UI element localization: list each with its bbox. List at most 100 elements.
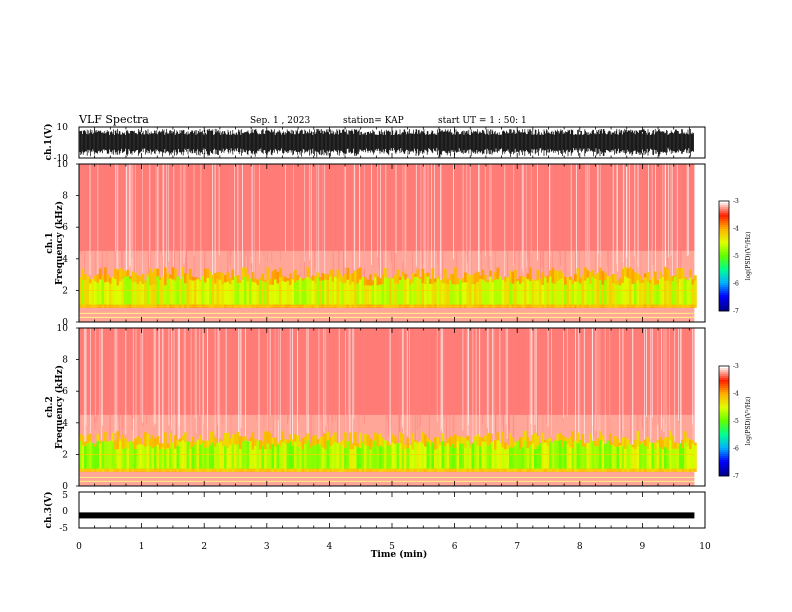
- spectrogram-cell: [434, 449, 437, 469]
- ch3-ytick-bottom: -5: [59, 524, 68, 534]
- ch3-ylabel: ch.3(V): [43, 492, 54, 529]
- spectrogram-streak: [178, 164, 180, 274]
- spectrogram-cell: [319, 280, 322, 305]
- spectrogram-cell: [304, 279, 307, 305]
- spectrogram-cell: [324, 279, 327, 305]
- spectrogram-cell: [579, 283, 582, 305]
- spectrogram-cell: [611, 445, 615, 469]
- spectrogram-streak: [676, 164, 678, 281]
- spectrogram-cell: [619, 445, 622, 469]
- spectrogram-cell: [536, 280, 540, 305]
- spectrogram-streak: [465, 164, 467, 256]
- spectrogram-cell: [99, 443, 102, 469]
- spectrogram-cell: [641, 282, 645, 305]
- spectrogram-streak: [507, 328, 509, 453]
- spectrogram-cell: [86, 443, 90, 469]
- spectrogram-streak: [285, 164, 286, 252]
- spectrogram-streak: [327, 328, 328, 424]
- spectrogram-cell: [246, 441, 250, 469]
- colorbar-step: [719, 432, 729, 435]
- spectrogram-streak: [267, 164, 268, 263]
- ch2-colorbar-gradient: [719, 366, 729, 477]
- colorbar-step: [719, 207, 729, 210]
- spectrogram-cell: [301, 280, 305, 305]
- spectrogram-streak: [387, 328, 389, 427]
- spectrogram-streak: [330, 328, 332, 444]
- spectrogram-cell: [331, 281, 335, 305]
- spectrogram-cell: [681, 277, 685, 305]
- spectrogram-streak: [183, 328, 185, 448]
- spectrogram-streak: [292, 328, 293, 458]
- spectrogram-streak: [311, 164, 312, 287]
- spectrogram-cell: [136, 284, 140, 305]
- colorbar-step: [719, 309, 729, 312]
- spectrogram-cell: [386, 445, 390, 469]
- colorbar-step: [719, 470, 729, 473]
- freq-tick-label: 2: [62, 286, 68, 296]
- spectrogram-cell: [359, 448, 362, 469]
- spectrogram-streak: [96, 328, 97, 423]
- spectrogram-streak: [214, 328, 216, 435]
- spectrogram-streak: [125, 164, 127, 275]
- ch1-spec-ylabel-freq: Frequency (kHz): [54, 201, 65, 285]
- spectrogram-cell: [686, 446, 690, 469]
- spectrogram-streak: [186, 164, 187, 284]
- spectrogram-streak: [149, 164, 151, 293]
- colorbar-step: [719, 376, 729, 379]
- spectrogram-streak: [389, 328, 391, 463]
- spectrogram-cell: [91, 443, 95, 469]
- spectrogram-cell: [694, 445, 697, 469]
- spectrogram-cell: [419, 441, 422, 469]
- spectrogram-streak: [449, 328, 451, 459]
- spectrogram-cell: [681, 447, 685, 469]
- spectrogram-cell: [491, 282, 495, 305]
- colorbar-step: [719, 398, 729, 401]
- spectrogram-cell: [104, 441, 107, 469]
- spectrogram-streak: [621, 328, 623, 458]
- colorbar-step: [719, 285, 729, 288]
- spectrogram-streak: [499, 328, 501, 447]
- spectrogram-cell: [144, 446, 147, 469]
- spectrogram-streak: [314, 164, 316, 269]
- spectrogram-streak: [122, 164, 124, 285]
- spectrogram-cell: [674, 448, 677, 469]
- spectrogram-cell: [576, 443, 580, 469]
- freq-tick-label: 10: [57, 324, 69, 334]
- spectrogram-streak: [570, 164, 572, 296]
- spectrogram-cell: [659, 279, 662, 305]
- spectrogram-streak: [364, 328, 365, 425]
- spectrogram-cell: [404, 279, 407, 305]
- spectrogram-cell: [154, 284, 157, 305]
- spectrogram-cell: [121, 449, 125, 469]
- spectrogram-cell: [474, 283, 477, 305]
- spectrogram-streak: [386, 328, 388, 420]
- spectrogram-cell: [596, 446, 600, 469]
- colorbar-step: [719, 428, 729, 431]
- spectrogram-streak: [437, 164, 439, 264]
- spectrogram-streak: [138, 328, 140, 445]
- spectrogram-streak: [263, 164, 265, 256]
- spectrogram-streak: [158, 164, 160, 269]
- spectrogram-streak: [598, 164, 599, 254]
- spectrogram-streak: [636, 164, 638, 259]
- spectrogram-streak: [379, 164, 381, 285]
- colorbar-step: [719, 450, 729, 453]
- ch3-waveform-frame: [78, 491, 706, 529]
- ch2-spectrogram-xticks: [78, 328, 706, 486]
- ch3-ytick-top: 5: [62, 491, 68, 501]
- spectrogram-cell: [139, 444, 142, 469]
- spectrogram-cell: [504, 281, 507, 305]
- spectrogram-cell: [436, 278, 440, 305]
- spectrogram-streak: [646, 328, 647, 418]
- spectrogram-cell: [471, 284, 475, 305]
- freq-tick-label: 4: [62, 419, 68, 429]
- spectrogram-streak: [530, 328, 532, 424]
- spectrogram-cell: [521, 281, 525, 305]
- spectrogram-streak: [595, 328, 596, 430]
- colorbar-tick-label: -6: [733, 281, 739, 288]
- spectrogram-cell: [344, 282, 347, 305]
- spectrogram-cell: [241, 441, 245, 469]
- spectrogram-cell: [384, 277, 387, 305]
- spectrogram-streak: [637, 164, 639, 267]
- spectrogram-cell: [586, 443, 590, 469]
